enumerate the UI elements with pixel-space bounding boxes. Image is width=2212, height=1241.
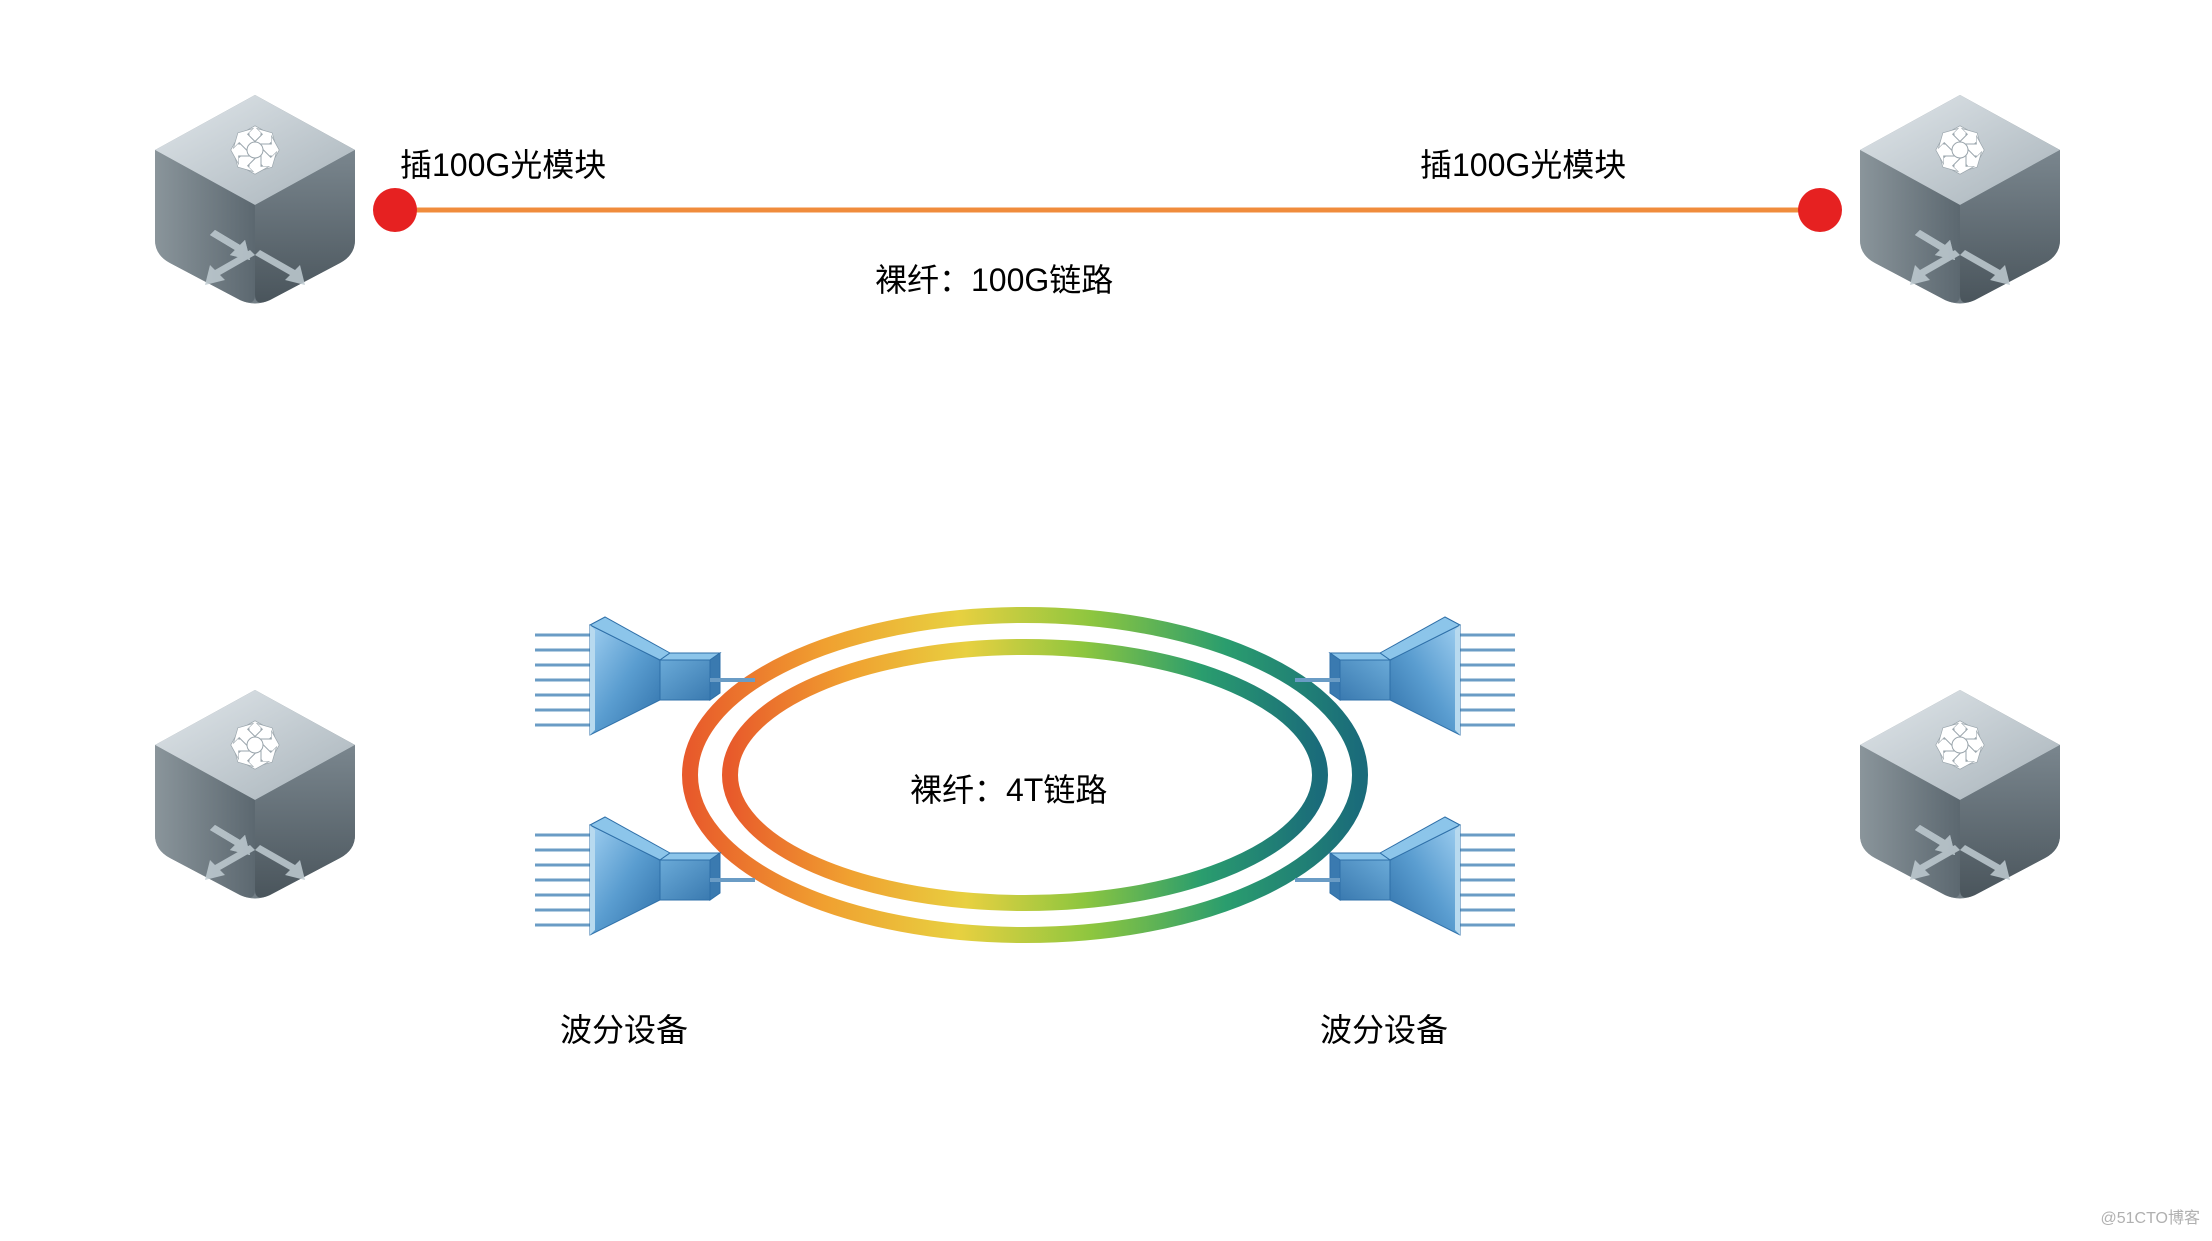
router-top-right — [1860, 95, 2060, 304]
wdm-left-label: 波分设备 — [560, 1005, 688, 1051]
fiber-4t-label: 裸纤：4T链路 — [910, 765, 1107, 811]
optical-module-left-dot — [373, 188, 417, 232]
router-bottom-right — [1860, 690, 2060, 899]
watermark: @51CTO博客 — [2100, 1204, 2200, 1228]
fiber-100g-label: 裸纤：100G链路 — [875, 255, 1113, 301]
left-module-label: 插100G光模块 — [400, 140, 606, 186]
right-module-label: 插100G光模块 — [1420, 140, 1626, 186]
optical-module-right-dot — [1798, 188, 1842, 232]
router-top-left — [155, 95, 355, 304]
network-diagram: 插100G光模块 插100G光模块 裸纤：100G链路 裸纤：4T链路 波分设备… — [0, 0, 2212, 1236]
router-bottom-left — [155, 690, 355, 899]
diagram-svg — [0, 0, 2212, 1236]
wdm-right-label: 波分设备 — [1320, 1005, 1448, 1051]
